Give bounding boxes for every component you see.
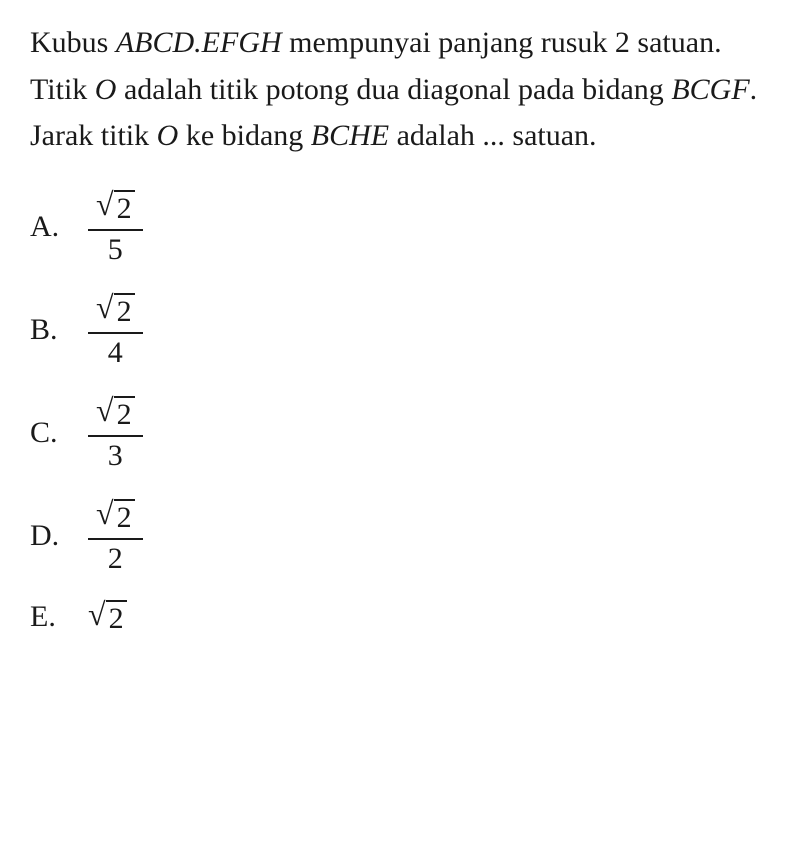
- question-part: Kubus: [30, 26, 116, 59]
- fraction: √22: [88, 497, 143, 576]
- option-row: A.√2 5: [30, 188, 768, 267]
- question-part: BCHE: [311, 119, 389, 152]
- option-row: C.√2 3: [30, 394, 768, 473]
- options-list: A.√25B.√24C.√23D.√22E.√2: [30, 188, 768, 635]
- option-row: E.√2: [30, 600, 768, 635]
- sqrt-radicand: 2: [114, 499, 135, 534]
- option-row: B.√2 4: [30, 291, 768, 370]
- sqrt: √2: [96, 396, 135, 431]
- sqrt-radicand: 2: [114, 293, 135, 328]
- fraction: √2 5: [88, 188, 143, 267]
- fraction: √2 3: [88, 394, 143, 473]
- question-text: Kubus ABCD.EFGH mempunyai panjang rusuk …: [30, 20, 768, 160]
- fraction-numerator: √2: [88, 497, 143, 540]
- question-part: adalah titik potong dua diagonal pada bi…: [116, 73, 671, 106]
- sqrt: √2: [96, 499, 135, 534]
- question-part: adalah ... satuan.: [389, 119, 596, 152]
- option-letter: A.: [30, 210, 88, 244]
- question-part: O: [157, 119, 179, 152]
- sqrt-symbol-icon: √: [96, 188, 114, 220]
- fraction: √2 4: [88, 291, 143, 370]
- fraction-denominator: 4: [100, 334, 131, 370]
- sqrt: √2: [88, 600, 127, 635]
- sqrt-radicand: 2: [114, 396, 135, 431]
- sqrt-symbol-icon: √: [96, 497, 114, 529]
- sqrt-symbol-icon: √: [96, 291, 114, 323]
- fraction-numerator: √2: [88, 188, 143, 231]
- option-letter: C.: [30, 416, 88, 450]
- sqrt-symbol-icon: √: [88, 598, 106, 630]
- option-row: D.√22: [30, 497, 768, 576]
- option-letter: B.: [30, 313, 88, 347]
- sqrt: √2: [96, 190, 135, 225]
- sqrt-radicand: 2: [106, 600, 127, 635]
- fraction-denominator: 5: [100, 231, 131, 267]
- sqrt-symbol-icon: √: [96, 394, 114, 426]
- sqrt: √2: [96, 293, 135, 328]
- fraction-numerator: √2: [88, 291, 143, 334]
- option-letter: E.: [30, 600, 88, 634]
- question-part: ke bidang: [178, 119, 310, 152]
- fraction-numerator: √2: [88, 394, 143, 437]
- fraction-denominator: 3: [100, 437, 131, 473]
- option-letter: D.: [30, 519, 88, 553]
- sqrt-radicand: 2: [114, 190, 135, 225]
- fraction-denominator: 2: [100, 540, 131, 576]
- question-part: ABCD.EFGH: [116, 26, 282, 59]
- question-part: O: [95, 73, 117, 106]
- question-part: BCGF: [671, 73, 749, 106]
